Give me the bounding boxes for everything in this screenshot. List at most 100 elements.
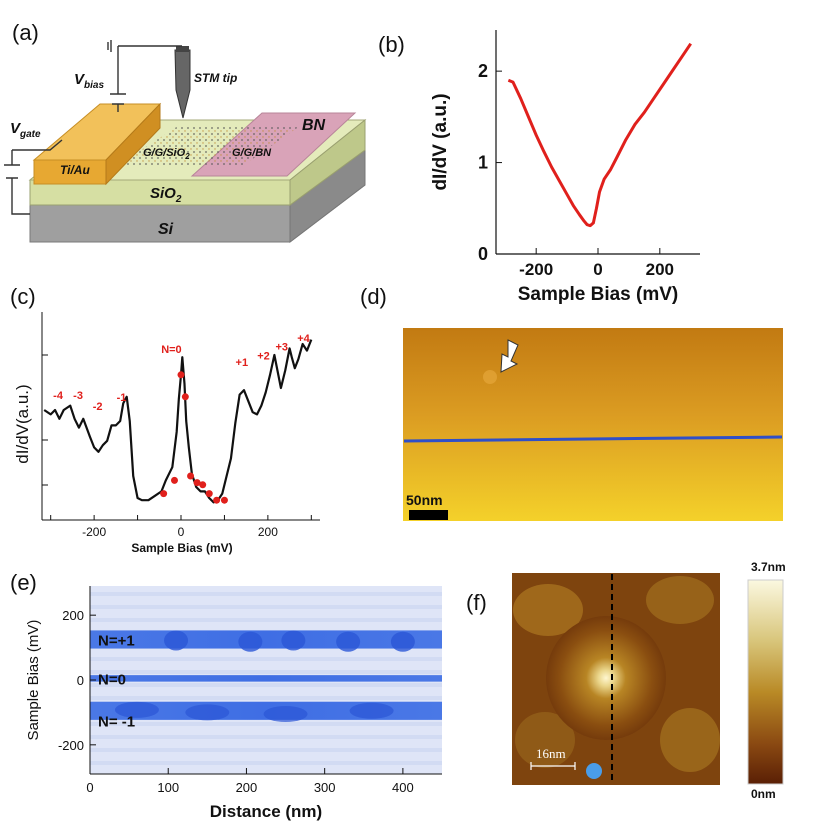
heatmap-e-blob [349,702,394,719]
level-label-c: +2 [257,350,270,362]
panel-label-e: (e) [10,570,37,595]
scalebar-d-label: 50nm [406,492,443,508]
heatmap-e-stripe [90,735,442,739]
x-tick-label-e: 100 [157,780,179,795]
marked-point-c [170,476,178,484]
y-tick-label-e: 0 [77,673,84,688]
panel-label-b: (b) [378,32,405,57]
bump-d [483,370,497,384]
band-label-e: N=0 [98,671,126,688]
stm-tip-cap [176,46,189,52]
heatmap-e-blob [164,630,189,651]
gate-battery [4,164,20,179]
heatmap-e-band [90,630,442,649]
panel-label-c: (c) [10,284,36,309]
heatmap-e-blob [336,631,361,652]
marked-point-c [220,496,228,504]
gate-wire [11,139,63,215]
heatmap-e-band [90,675,442,682]
sio2-subscript: 2 [175,194,182,205]
tip-position-marker [586,763,602,779]
svg-text:SiO2: SiO2 [150,185,182,205]
x-axis-label-b: Sample Bias (mV) [518,284,679,305]
terrain-f-1 [513,584,583,636]
marked-point-c [187,472,195,480]
x-tick-label-b: 200 [646,260,674,279]
heatmap-e-stripe [90,761,442,765]
scalebar-d [409,510,448,520]
y-axis-label-b: dI/dV (a.u.) [430,93,451,190]
heatmap-e-blob [114,701,159,718]
ggbn-label: G/G/BN [232,147,272,159]
heatmap-e-stripe [90,683,442,687]
marked-point-c [193,479,201,487]
level-label-c: -3 [73,390,83,402]
level-label-c: +1 [236,357,249,369]
chart-b: -200 0 200 0 1 2 Sample Bias (mV) dI/dV (a.u.) [430,30,700,305]
marked-point-c [213,496,221,504]
heatmap-e-stripe [90,722,442,726]
y-tick-label-b: 2 [478,61,488,81]
scalebar-f [530,762,576,770]
graphene-sheet [118,126,300,165]
colorbar-min-label: 0nm [751,787,776,801]
terrain-f-2 [646,576,714,624]
heatmap-e-blob [263,706,308,723]
series-line-b [507,42,692,228]
topography-image-f: 16nm 3.7nm 0nm [512,560,786,801]
bias-battery [110,93,126,105]
x-tick-label-c: -200 [82,525,106,539]
y-axis-label-e: Sample Bias (mV) [25,620,42,741]
svg-text:Vbias: Vbias [74,71,104,91]
heatmap-e-blob [390,631,415,652]
marked-point-c [199,481,207,489]
heatmap-e-blob [185,704,230,721]
level-label-c: N=0 [161,344,182,356]
svg-text:Vgate: Vgate [10,120,41,140]
heatmap-e-stripe [90,657,442,661]
band-label-e: N= -1 [98,714,135,731]
x-tick-label-e: 400 [392,780,414,795]
level-label-c: -4 [53,390,64,402]
tiau-side [105,102,161,186]
level-label-c: -2 [93,401,103,413]
vbias-label: V [74,71,86,88]
bn-label: BN [302,117,326,134]
sio2-side [289,118,366,206]
vgate-subscript: gate [19,129,41,140]
x-axis-label-e: Distance (nm) [210,802,322,821]
x-tick-label-b: -200 [519,260,553,279]
terrain-f-4 [515,712,575,768]
y-axis-label-c: dI/dV(a.u.) [13,384,32,463]
heatmap-e-stripe [90,605,442,609]
marked-point-c [205,490,213,498]
heatmap-e-blob [281,630,306,651]
level-label-c: +4 [297,333,310,345]
band-label-e: N=+1 [98,632,135,649]
arrow-icon [500,339,519,373]
bias-wire [117,45,182,112]
x-tick-label-e: 300 [314,780,336,795]
si-label: Si [158,221,174,238]
heatmap-e-stripe [90,670,442,674]
heatmap-e-stripe [90,592,442,596]
ggsio2-subscript: 2 [184,152,190,161]
series-line-c [43,339,313,504]
panel-label-f: (f) [466,590,487,615]
panel-label-d: (d) [360,284,387,309]
line-profile-d [403,435,783,443]
marked-point-c [160,490,168,498]
ground-icon [107,40,112,52]
panel-label-a: (a) [12,20,39,45]
level-label-c: -1 [117,392,127,404]
topography-f-bump [546,616,666,740]
heatmap-e-stripe [90,696,442,700]
x-tick-label-c: 0 [178,525,185,539]
colorbar-max-label: 3.7nm [751,560,786,574]
vbias-subscript: bias [84,80,104,91]
y-tick-label-b: 1 [478,153,488,173]
y-tick-label-e: -200 [58,738,84,753]
level-label-c: +3 [276,342,289,354]
svg-text:G/G/SiO2: G/G/SiO2 [143,147,190,161]
